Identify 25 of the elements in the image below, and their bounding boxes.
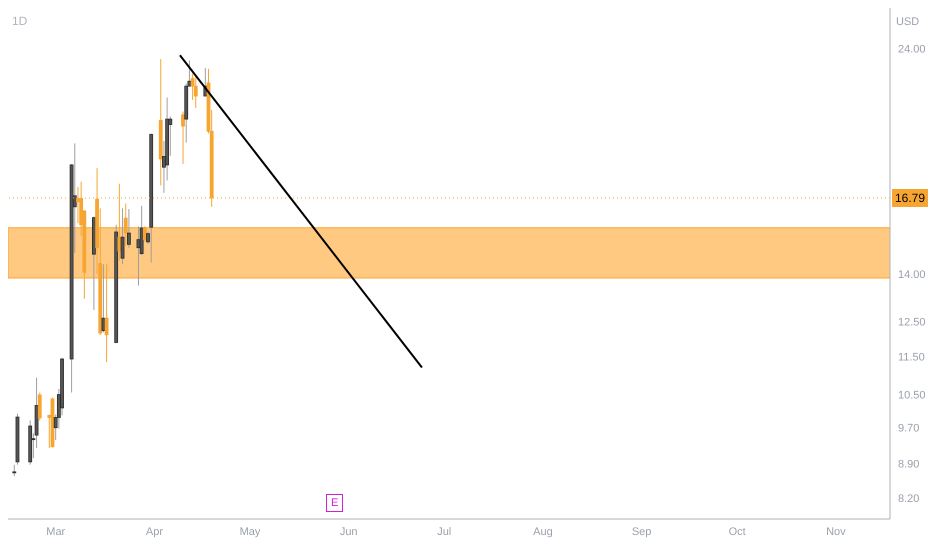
y-tick-label: 11.50 bbox=[898, 351, 925, 364]
annotation: E bbox=[326, 494, 344, 512]
x-tick-label: Oct bbox=[728, 526, 746, 538]
y-tick-label: 8.90 bbox=[898, 458, 920, 471]
ref-line-label: 16.79 bbox=[894, 190, 926, 205]
x-tick-label: Apr bbox=[146, 526, 164, 538]
x-tick-label: May bbox=[240, 526, 261, 538]
candlestick bbox=[194, 76, 198, 109]
y-axis-title: USD bbox=[896, 16, 920, 28]
text: 1D bbox=[12, 14, 28, 28]
x-tick-label: Jul bbox=[437, 526, 452, 538]
x-tick-label: Sep bbox=[632, 526, 652, 538]
y-tick-label: 8.20 bbox=[898, 492, 920, 505]
x-tick-label: Mar bbox=[46, 526, 66, 538]
y-tick-label: 14.00 bbox=[898, 268, 926, 281]
x-tick-label: Jun bbox=[340, 526, 358, 538]
x-tick-label: Nov bbox=[826, 526, 846, 538]
candlestick bbox=[127, 208, 131, 248]
candlestick bbox=[181, 111, 185, 164]
y-tick-label: 12.50 bbox=[898, 316, 926, 328]
x-tick-label: Aug bbox=[533, 526, 553, 538]
y-tick-label: 9.70 bbox=[898, 422, 920, 435]
y-tick-label: 10.50 bbox=[898, 389, 926, 402]
candlestick bbox=[120, 208, 124, 265]
y-tick-label: 24.00 bbox=[898, 43, 926, 56]
